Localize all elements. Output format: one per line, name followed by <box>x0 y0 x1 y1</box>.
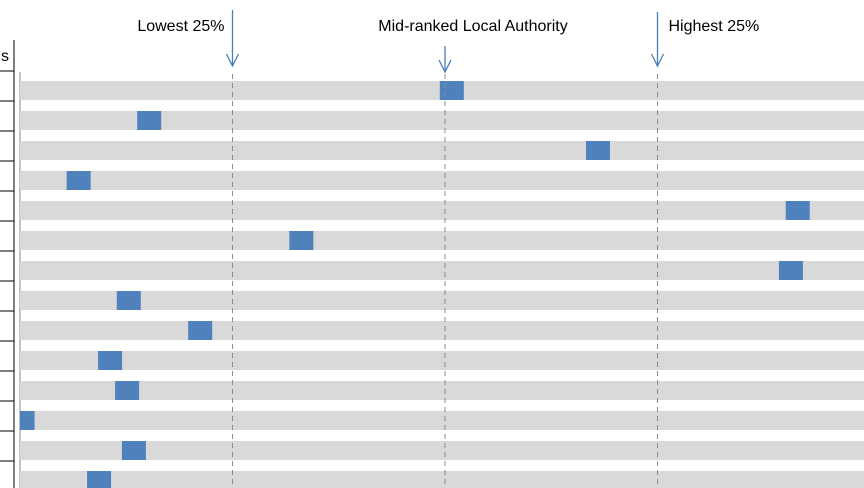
row-bar <box>20 411 864 430</box>
row-bar <box>20 231 864 250</box>
table-fragment <box>0 40 15 488</box>
arrow-head <box>438 59 452 74</box>
marker <box>87 471 112 488</box>
row-bar <box>20 471 864 488</box>
marker <box>785 201 810 220</box>
marker <box>137 111 162 130</box>
plot-area <box>20 81 864 488</box>
row-bar <box>20 201 864 220</box>
arrow-head <box>225 53 240 68</box>
marker <box>778 261 803 280</box>
row-bar <box>20 111 864 130</box>
marker <box>586 141 610 160</box>
annotation: Highest 25% <box>669 18 760 35</box>
marker <box>188 321 213 340</box>
row-bar <box>20 441 864 460</box>
row-bar <box>20 381 864 400</box>
marker <box>289 231 314 250</box>
row-bar <box>20 321 864 340</box>
marker <box>66 171 91 190</box>
row-bar <box>20 141 864 160</box>
marker <box>121 441 146 460</box>
row-bar <box>20 171 864 190</box>
row-bar <box>20 351 864 370</box>
marker <box>98 351 123 370</box>
arrow-head <box>650 53 665 68</box>
row-bar <box>20 261 864 280</box>
header-fragment: s <box>1 48 9 65</box>
annotation: Lowest 25% <box>137 18 224 35</box>
row-bar <box>20 291 864 310</box>
marker <box>20 411 35 430</box>
marker <box>116 291 141 310</box>
marker <box>439 81 464 100</box>
marker <box>115 381 140 400</box>
annotation: Mid-ranked Local Authority <box>378 18 567 35</box>
